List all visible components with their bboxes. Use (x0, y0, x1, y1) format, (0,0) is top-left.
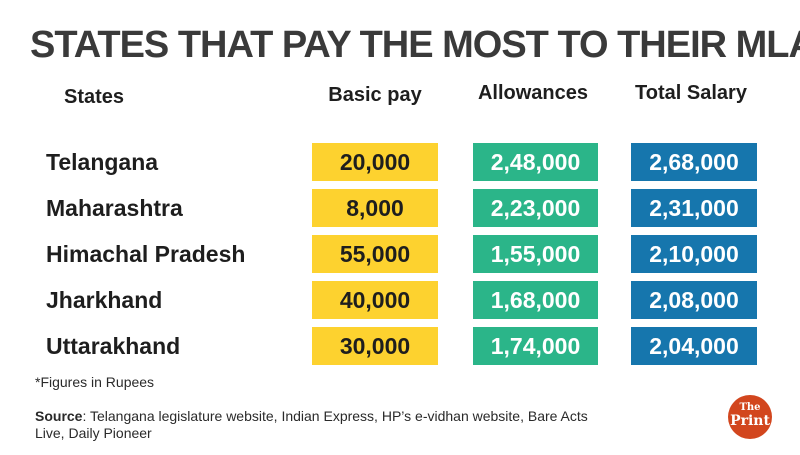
allowances-cell: 1,55,000 (473, 235, 598, 273)
header-basic-pay: Basic pay (328, 84, 422, 106)
allowances-cell: 1,68,000 (473, 281, 598, 319)
table-row-state: Maharashtra (46, 195, 183, 221)
allowances-cell: 1,74,000 (473, 327, 598, 365)
total-salary-cell: 2,04,000 (631, 327, 757, 365)
source-text: : Telangana legislature website, Indian … (35, 408, 588, 441)
basic-pay-cell: 55,000 (312, 235, 438, 273)
source-note: Source: Telangana legislature website, I… (35, 408, 595, 442)
table-row-state: Uttarakhand (46, 333, 181, 359)
source-label: Source (35, 408, 83, 424)
footnote: *Figures in Rupees (35, 374, 155, 390)
allowances-cell: 2,48,000 (473, 143, 598, 181)
total-salary-cell: 2,10,000 (631, 235, 757, 273)
logo-line-2: Print (730, 413, 770, 429)
basic-pay-cell: 20,000 (312, 143, 438, 181)
logo-line-1: The (739, 402, 761, 413)
header-states: States (64, 86, 125, 108)
table-row-state: Telangana (46, 149, 159, 175)
table-row-state: Himachal Pradesh (46, 241, 246, 267)
theprint-logo: The Print (728, 395, 772, 439)
allowances-cell: 2,23,000 (473, 189, 598, 227)
chart-title: STATES THAT PAY THE MOST TO THEIR MLAs (30, 24, 800, 66)
header-total-salary: Total Salary (635, 82, 747, 104)
header-allowances: Allowances (477, 82, 589, 104)
total-salary-cell: 2,08,000 (631, 281, 757, 319)
basic-pay-cell: 8,000 (312, 189, 438, 227)
total-salary-cell: 2,31,000 (631, 189, 757, 227)
table-row-state: Jharkhand (46, 287, 163, 313)
basic-pay-cell: 40,000 (312, 281, 438, 319)
total-salary-cell: 2,68,000 (631, 143, 757, 181)
basic-pay-cell: 30,000 (312, 327, 438, 365)
